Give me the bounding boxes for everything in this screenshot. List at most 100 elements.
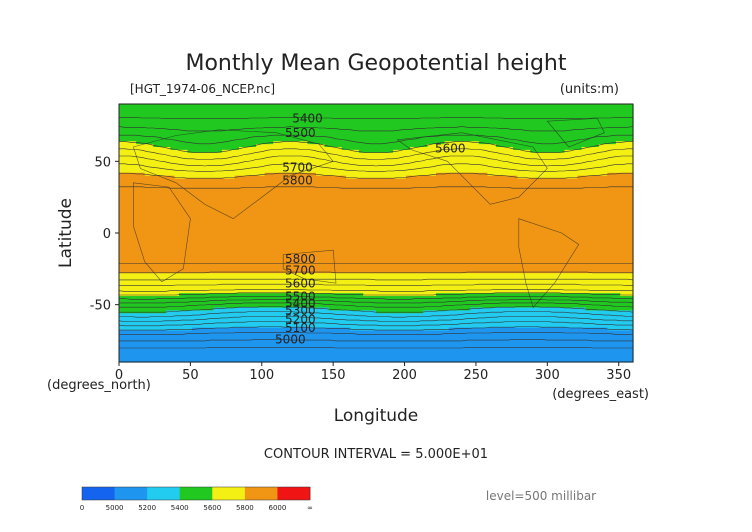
contour-line <box>119 332 633 335</box>
contour-interval: CONTOUR INTERVAL = 5.000E+01 <box>264 447 488 462</box>
color-band-cell <box>119 218 634 223</box>
x-axis-label: Longitude <box>334 406 419 426</box>
x-tick-label: 300 <box>535 368 560 383</box>
color-band-cell <box>166 310 377 314</box>
color-band-cell <box>495 144 600 148</box>
colorbar-tick-label: 0 <box>80 504 84 512</box>
color-band-cell <box>213 307 330 311</box>
color-band-cell <box>136 141 274 145</box>
contour-line <box>119 271 633 274</box>
color-band-cell <box>119 215 634 220</box>
colorbar-frame <box>81 486 311 501</box>
colorbar-swatch <box>82 487 115 500</box>
color-band-cell <box>153 144 257 148</box>
color-band-cell <box>119 192 634 197</box>
color-band-cell <box>119 333 634 337</box>
colorbar-tick-label: ∞ <box>307 504 313 512</box>
color-band-cell <box>119 212 634 217</box>
color-band-cell <box>119 241 634 246</box>
colorbar: 0 5000 5200 5400 5600 5800 6000 ∞ <box>80 486 313 512</box>
x-tick-label: 50 <box>182 368 199 383</box>
color-band-cell <box>119 175 176 180</box>
color-band-cell <box>119 307 214 311</box>
color-band-cell <box>119 255 634 260</box>
color-band-cell <box>119 233 634 237</box>
level-label: level=500 millibar <box>486 489 596 503</box>
color-band-cell <box>615 141 634 145</box>
contour-labels: 5400550056005700580058005700560055005400… <box>275 112 465 347</box>
contour-line <box>119 326 634 331</box>
contour-line <box>119 302 634 308</box>
contour-label: 5600 <box>285 276 316 290</box>
contour-line <box>119 117 633 119</box>
colorbar-swatch <box>179 487 213 500</box>
chart-title: Monthly Mean Geopotential height <box>185 51 566 76</box>
color-band-cell <box>191 327 351 332</box>
contour-line <box>119 172 633 179</box>
color-band-cell <box>119 221 634 225</box>
color-band-cell <box>119 172 146 177</box>
color-band-cell <box>119 227 634 231</box>
contour-line <box>118 289 633 292</box>
color-band-cell <box>119 253 634 257</box>
contour-line <box>119 292 633 296</box>
color-band-cell <box>324 144 428 148</box>
color-band-cell <box>119 327 193 332</box>
colorbar-swatch <box>212 487 246 500</box>
color-band-cell <box>119 350 634 354</box>
contour-label: 5700 <box>282 160 313 174</box>
color-band-cell <box>119 238 634 243</box>
color-band-cell <box>119 270 634 274</box>
contour-line <box>119 283 633 286</box>
color-band-cell <box>119 244 634 248</box>
contour-line <box>118 316 633 322</box>
contour-label: 5000 <box>275 332 306 346</box>
color-band-cell <box>221 149 360 154</box>
y-tick-label: -50 <box>90 299 111 314</box>
color-band-cell <box>119 178 634 182</box>
color-band-cell <box>119 324 634 329</box>
color-band-cell <box>358 149 394 154</box>
color-band-cell <box>119 109 634 114</box>
color-band-cell <box>513 147 583 151</box>
contour-label: 5600 <box>435 142 466 156</box>
color-band-cell <box>581 147 634 151</box>
color-band-cell <box>119 313 634 317</box>
color-band-cell <box>119 149 189 154</box>
color-band-cell <box>607 172 634 177</box>
color-band-cell <box>119 250 634 254</box>
color-band-cell <box>346 175 407 180</box>
color-band-cell <box>585 307 634 311</box>
color-band-cell <box>119 147 171 151</box>
color-band-cell <box>530 149 566 154</box>
color-band-cell <box>435 293 621 297</box>
contour-label: 5500 <box>285 289 316 303</box>
y-unit-label: (degrees_north) <box>47 378 151 393</box>
contour-line <box>119 339 633 342</box>
color-band-cell <box>170 147 240 151</box>
contour-line <box>119 148 633 160</box>
contour-lines <box>118 117 634 349</box>
contour-line <box>119 296 633 300</box>
contour-label: 5300 <box>285 304 316 318</box>
contour-line <box>119 155 633 167</box>
contour-line <box>119 311 633 318</box>
color-band-cell <box>119 198 634 203</box>
color-band-cell <box>119 167 634 171</box>
y-tick-label: 0 <box>103 227 111 242</box>
color-band-cell <box>119 181 634 185</box>
x-tick-label: 150 <box>321 368 346 383</box>
color-band-cell <box>119 287 634 291</box>
map-features <box>132 117 605 309</box>
color-band-cell <box>119 224 634 228</box>
color-band-cell <box>256 144 326 148</box>
y-axis: -50 0 50 <box>90 155 119 314</box>
color-band-cell <box>119 304 634 309</box>
color-band-cell <box>119 132 634 137</box>
y-tick-label: 50 <box>94 155 111 170</box>
contour-label: 5800 <box>285 252 316 266</box>
colorbar-tick-label: 5400 <box>171 504 189 512</box>
color-band-cell <box>435 172 488 177</box>
color-band-cell <box>119 284 634 289</box>
color-band-cell <box>119 278 634 283</box>
